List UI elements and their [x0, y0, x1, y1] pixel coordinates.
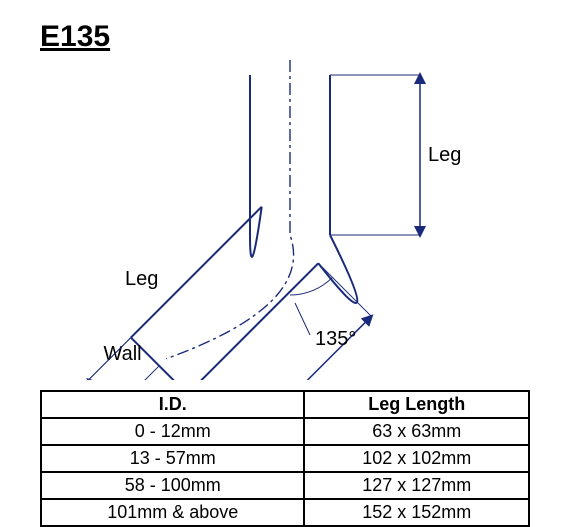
table-cell: 101mm & above [41, 499, 304, 526]
table-cell: 152 x 152mm [304, 499, 529, 526]
elbow-diagram: WallI.D.LegLeg135° [20, 60, 550, 380]
table-cell: 63 x 63mm [304, 418, 529, 445]
table-cell: 0 - 12mm [41, 418, 304, 445]
table-cell: 13 - 57mm [41, 445, 304, 472]
spec-title: E135 [40, 20, 110, 54]
table-row: 58 - 100mm127 x 127mm [41, 472, 529, 499]
table-row: 13 - 57mm102 x 102mm [41, 445, 529, 472]
svg-text:Leg: Leg [125, 268, 158, 290]
table-cell: 127 x 127mm [304, 472, 529, 499]
col-id: I.D. [41, 391, 304, 418]
svg-text:135°: 135° [315, 328, 356, 350]
table-cell: 102 x 102mm [304, 445, 529, 472]
svg-text:Leg: Leg [428, 144, 461, 166]
spec-table: I.D. Leg Length 0 - 12mm63 x 63mm13 - 57… [40, 390, 530, 527]
table-row: 0 - 12mm63 x 63mm [41, 418, 529, 445]
table-cell: 58 - 100mm [41, 472, 304, 499]
col-leg: Leg Length [304, 391, 529, 418]
table-row: 101mm & above152 x 152mm [41, 499, 529, 526]
